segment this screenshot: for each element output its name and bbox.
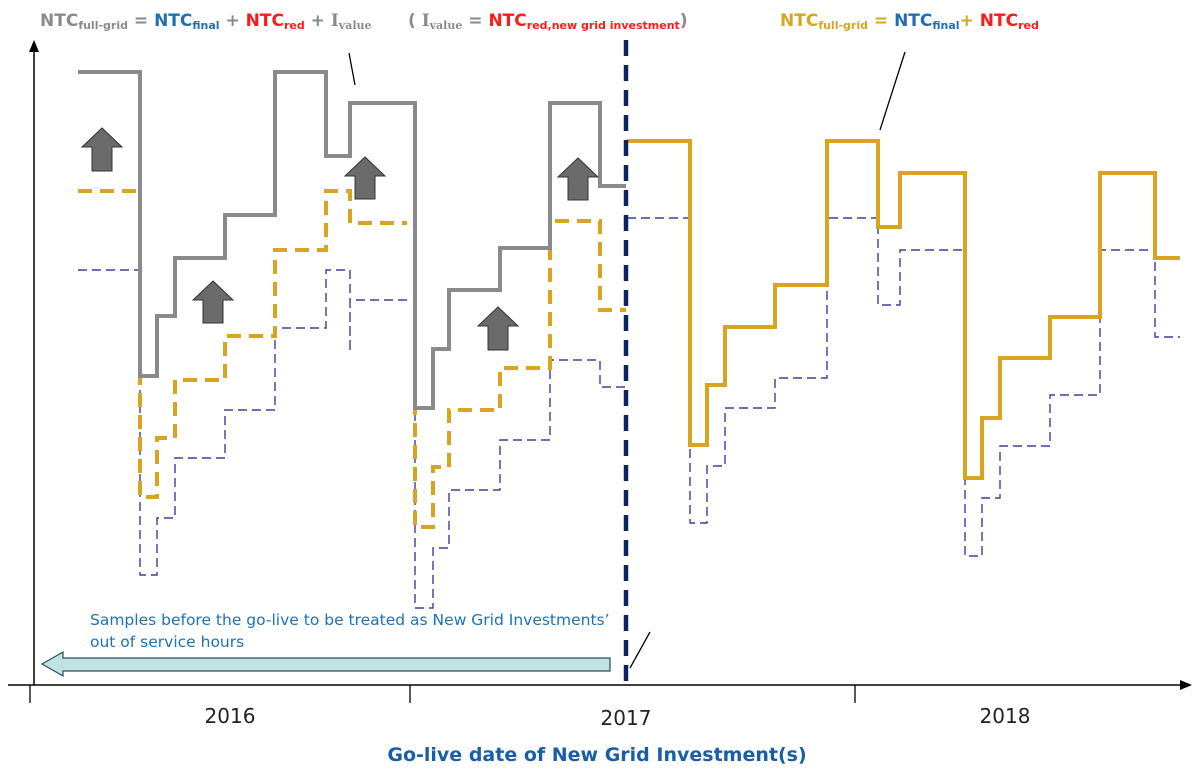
up-arrow-icon [191, 280, 235, 324]
ntc-red-gold-dashed-series-1 [78, 189, 407, 499]
left-arrow-icon [40, 650, 611, 678]
ntc-red-gold-dashed-series-2 [413, 219, 626, 529]
formula-ivalue-definition: ( Ivalue = NTCred,new grid investment) [408, 11, 688, 32]
tick-label-2018: 2018 [979, 704, 1031, 728]
ntc-final-dashed-series-3 [627, 217, 1180, 557]
formula-term-red: NTCred [979, 11, 1039, 32]
formula-term-final: NTCfinal [154, 11, 220, 32]
up-arrow-icon [556, 157, 600, 201]
formula-term-red-new-grid: NTCred,new grid investment [488, 11, 680, 32]
x-axis-title: Go-live date of New Grid Investment(s) [387, 744, 807, 766]
formula-lhs: NTCfull-grid [780, 11, 868, 32]
leader-line-right [879, 51, 906, 131]
tick-label-2016: 2016 [204, 704, 256, 728]
formula-term-final: NTCfinal [894, 11, 960, 32]
up-arrow-icon [476, 306, 520, 351]
ntc-final-dashed-series-1 [78, 269, 407, 576]
formula-lhs: NTCfull-grid [40, 11, 128, 32]
leader-line-left [348, 52, 356, 86]
ntc-full-grid-gold-series [627, 139, 1180, 480]
formula-full-grid-gold: NTCfull-grid = NTCfinal+ NTCred [780, 11, 1039, 32]
tick-label-2017: 2017 [600, 706, 652, 730]
y-axis-arrowhead [29, 40, 39, 52]
x-axis-arrowhead [1180, 680, 1192, 690]
up-arrow-icon [343, 156, 387, 200]
ntc-full-grid-gray-series-1 [78, 70, 413, 378]
formula-ivalue: Ivalue [421, 11, 463, 32]
formula-term-red: NTCred [245, 11, 305, 32]
formula-full-grid-gray: NTCfull-grid = NTCfinal + NTCred + Ivalu… [40, 11, 372, 32]
out-of-service-note: Samples before the go-live to be treated… [90, 611, 610, 651]
up-arrow-icon [80, 127, 124, 172]
ntc-final-dashed-series-2 [414, 300, 625, 609]
ntc-full-grid-gray-series-2 [413, 101, 626, 410]
leader-line-bottom [629, 631, 651, 669]
formula-term-ivalue: Ivalue [330, 11, 372, 32]
